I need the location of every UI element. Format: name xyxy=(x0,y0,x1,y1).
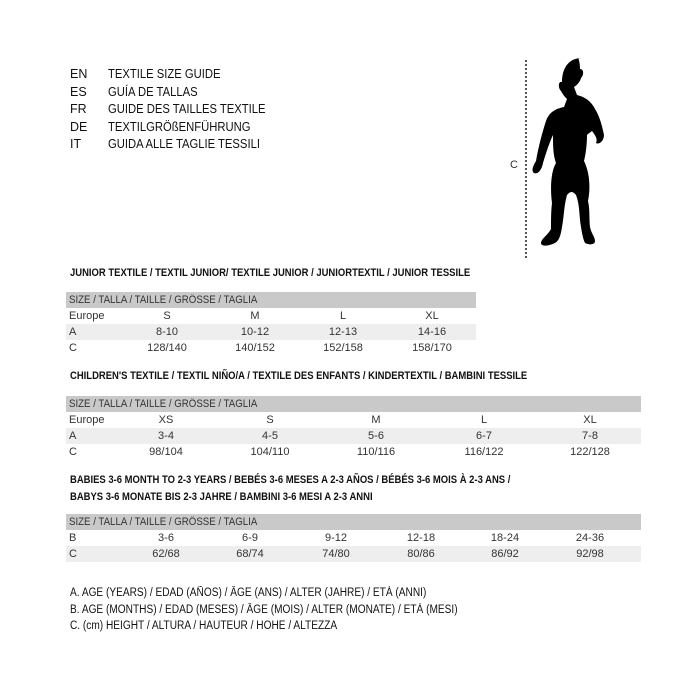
cell: XS xyxy=(158,414,174,426)
cell: 3-6 xyxy=(158,532,174,544)
cell: 5-6 xyxy=(368,430,384,442)
junior-size-table: SIZE / TALLA / TAILLE / GRÖSSE / TAGLIA … xyxy=(66,292,476,356)
cell: 12-18 xyxy=(406,532,436,544)
cell: 7-8 xyxy=(582,430,598,442)
cell: 152/158 xyxy=(323,342,363,354)
cell: XL xyxy=(583,414,597,426)
cell: 8-10 xyxy=(155,326,179,338)
legend-item: A. AGE (YEARS) / EDAD (AÑOS) / ÂGE (ANS)… xyxy=(70,587,427,599)
lang-title: GUIDE DES TAILLES TEXTILE xyxy=(108,102,266,116)
lang-title: TEXTILE SIZE GUIDE xyxy=(108,67,221,81)
cell: 6-9 xyxy=(242,532,258,544)
babies-title-line2: BABYS 3-6 MONATE BIS 2-3 JAHRE / BAMBINI… xyxy=(70,491,373,503)
cell: XL xyxy=(425,310,439,322)
row-label: Europe xyxy=(69,310,105,322)
row-label: B xyxy=(69,532,77,544)
lang-code: FR xyxy=(70,102,87,116)
row-label: C xyxy=(69,548,77,560)
cell: 74/80 xyxy=(322,548,350,560)
legend-item: B. AGE (MONTHS) / EDAD (MESES) / ÂGE (MO… xyxy=(70,603,458,616)
table-row: Europe XS S M L XL xyxy=(66,412,641,428)
table-row: Europe S M L XL xyxy=(66,308,476,324)
junior-title: JUNIOR TEXTILE / TEXTIL JUNIOR/ TEXTILE … xyxy=(70,267,471,279)
cell: 86/92 xyxy=(491,548,519,560)
lang-row: DE TEXTILGRÖßENFÜHRUNG xyxy=(70,119,283,137)
cell: 68/74 xyxy=(236,548,264,560)
lang-title: GUIDA ALLE TAGLIE TESSILI xyxy=(108,137,260,151)
cell: 104/110 xyxy=(250,446,290,458)
cell: 158/170 xyxy=(412,342,452,354)
cell: L xyxy=(339,310,347,322)
lang-code: ES xyxy=(70,84,87,99)
babies-title-line1: BABIES 3-6 MONTH TO 2-3 YEARS / BEBÉS 3-… xyxy=(70,474,511,486)
cell: 12-13 xyxy=(328,326,358,338)
cell: M xyxy=(371,414,381,426)
legend-item: C. (cm) HEIGHT / ALTURA / HAUTEUR / HÖHE… xyxy=(70,620,338,632)
header-text: SIZE / TALLA / TAILLE / GRÖSSE / TAGLIA xyxy=(69,516,258,528)
cell: 80/86 xyxy=(407,548,435,560)
table-row: A 8-10 10-12 12-13 14-16 xyxy=(66,324,476,340)
lang-code: EN xyxy=(70,67,88,81)
table-row: C 128/140 140/152 152/158 158/170 xyxy=(66,340,476,356)
cell: 3-4 xyxy=(158,430,174,442)
cell: 110/116 xyxy=(356,446,396,458)
row-label: C xyxy=(69,446,77,458)
legend: A. AGE (YEARS) / EDAD (AÑOS) / ÂGE (ANS)… xyxy=(70,585,510,635)
cell: 18-24 xyxy=(490,532,520,544)
cell: 122/128 xyxy=(570,446,610,458)
lang-row: ES GUÍA DE TALLAS xyxy=(70,84,283,102)
row-label: A xyxy=(69,326,77,338)
cell: S xyxy=(266,414,274,426)
lang-title: TEXTILGRÖßENFÜHRUNG xyxy=(108,119,251,134)
row-label: Europe xyxy=(69,414,105,426)
cell: 92/98 xyxy=(576,548,604,560)
language-titles: EN TEXTILE SIZE GUIDE ES GUÍA DE TALLAS FR… xyxy=(70,66,283,154)
table-row: A 3-4 4-5 5-6 6-7 7-8 xyxy=(66,428,641,444)
cell: L xyxy=(480,414,488,426)
babies-size-table: SIZE / TALLA / TAILLE / GRÖSSE / TAGLIA … xyxy=(66,514,641,562)
table-row: B 3-6 6-9 9-12 12-18 18-24 24-36 xyxy=(66,530,641,546)
cell: 14-16 xyxy=(417,326,447,338)
lang-code: IT xyxy=(70,137,82,151)
table-header: SIZE / TALLA / TAILLE / GRÖSSE / TAGLIA xyxy=(66,514,641,530)
cell: 10-12 xyxy=(240,326,270,338)
table-header: SIZE / TALLA / TAILLE / GRÖSSE / TAGLIA xyxy=(66,292,476,308)
lang-title: GUÍA DE TALLAS xyxy=(108,84,198,99)
row-label: A xyxy=(69,430,77,442)
table-row: C 62/68 68/74 74/80 80/86 86/92 92/98 xyxy=(66,546,641,562)
header-text: SIZE / TALLA / TAILLE / GRÖSSE / TAGLIA xyxy=(69,398,258,410)
cell: 9-12 xyxy=(324,532,348,544)
cell: M xyxy=(250,310,260,322)
children-title: CHILDREN'S TEXTILE / TEXTIL NIÑO/A / TEX… xyxy=(70,370,528,382)
cell: 6-7 xyxy=(476,430,492,442)
cell: 140/152 xyxy=(235,342,275,354)
lang-row: FR GUIDE DES TAILLES TEXTILE xyxy=(70,101,283,119)
cell: 116/122 xyxy=(464,446,504,458)
cell: 24-36 xyxy=(575,532,605,544)
lang-row: IT GUIDA ALLE TAGLIE TESSILI xyxy=(70,136,283,154)
lang-row: EN TEXTILE SIZE GUIDE xyxy=(70,66,283,84)
lang-code: DE xyxy=(70,119,88,134)
table-header: SIZE / TALLA / TAILLE / GRÖSSE / TAGLIA xyxy=(66,396,641,412)
cell: 62/68 xyxy=(152,548,180,560)
height-measure-line xyxy=(525,60,527,258)
header-text: SIZE / TALLA / TAILLE / GRÖSSE / TAGLIA xyxy=(69,294,258,306)
child-silhouette-icon xyxy=(532,58,604,246)
row-label: C xyxy=(69,342,77,354)
cell: 98/104 xyxy=(149,446,183,458)
cell: S xyxy=(163,310,171,322)
cell: 4-5 xyxy=(262,430,278,442)
table-row: C 98/104 104/110 110/116 116/122 122/128 xyxy=(66,444,641,460)
cell: 128/140 xyxy=(147,342,187,354)
children-size-table: SIZE / TALLA / TAILLE / GRÖSSE / TAGLIA … xyxy=(66,396,641,460)
height-label: C xyxy=(510,159,518,171)
